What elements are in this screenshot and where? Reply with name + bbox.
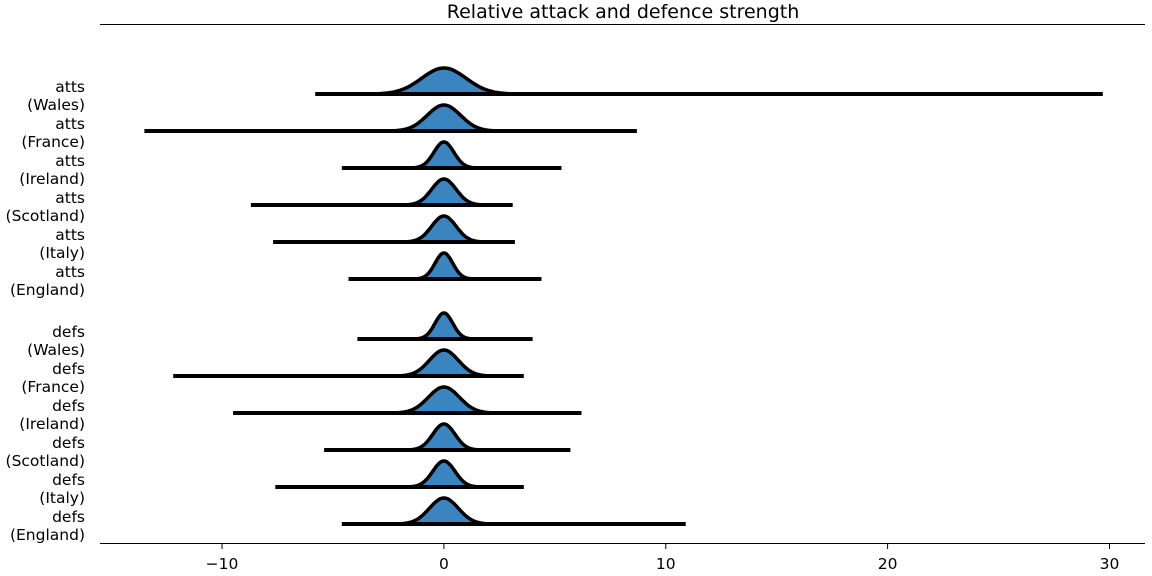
row-label-team: (Scotland) [6, 452, 85, 470]
row-label-team: (Wales) [27, 341, 85, 359]
x-tick-label: 30 [1100, 555, 1120, 573]
row-label-team: (England) [10, 281, 85, 299]
row-label-group: atts [55, 263, 85, 281]
row-label-group: defs [52, 323, 85, 341]
row-label-group: atts [55, 226, 85, 244]
row-label-team: (Wales) [27, 96, 85, 114]
ridge-fill [355, 68, 533, 94]
x-tick-label: 10 [656, 555, 676, 573]
ridges-layer [144, 66, 1103, 526]
x-tick-label: −10 [206, 555, 239, 573]
x-tick-label: 20 [878, 555, 898, 573]
row-label-team: (Ireland) [19, 415, 85, 433]
row-label-team: (Ireland) [19, 170, 85, 188]
row-labels: atts(Wales)atts(France)atts(Ireland)atts… [6, 78, 85, 544]
row-label-team: (France) [21, 133, 85, 151]
row-label-group: defs [52, 360, 85, 378]
ridge-fill [404, 142, 484, 168]
ridge-fill [377, 105, 511, 131]
row-label-group: atts [55, 115, 85, 133]
row-label-team: (Scotland) [6, 207, 85, 225]
row-label-team: (Italy) [39, 244, 85, 262]
ridge-fill [395, 179, 493, 205]
row-label-group: defs [52, 397, 85, 415]
row-label-group: atts [55, 152, 85, 170]
row-label-group: defs [52, 434, 85, 452]
ridge-fill [386, 350, 502, 376]
ridge-fill [408, 313, 480, 339]
row-label-group: atts [55, 78, 85, 96]
row-label-team: (Italy) [39, 489, 85, 507]
row-label-team: (France) [21, 378, 85, 396]
row-label-group: defs [52, 508, 85, 526]
ridge-fill [399, 424, 489, 450]
row-label-team: (England) [10, 526, 85, 544]
chart-title: Relative attack and defence strength [447, 1, 800, 23]
row-label-group: atts [55, 189, 85, 207]
ridge-fill [399, 461, 489, 487]
ridge-fill [381, 387, 506, 413]
x-tick-label: 0 [439, 555, 449, 573]
ridge-fill [395, 216, 493, 242]
ridge-fill [408, 253, 480, 279]
row-label-group: defs [52, 471, 85, 489]
x-axis-ticks: −10 0 10 20 30 [206, 543, 1120, 573]
ridge-fill [386, 498, 502, 524]
